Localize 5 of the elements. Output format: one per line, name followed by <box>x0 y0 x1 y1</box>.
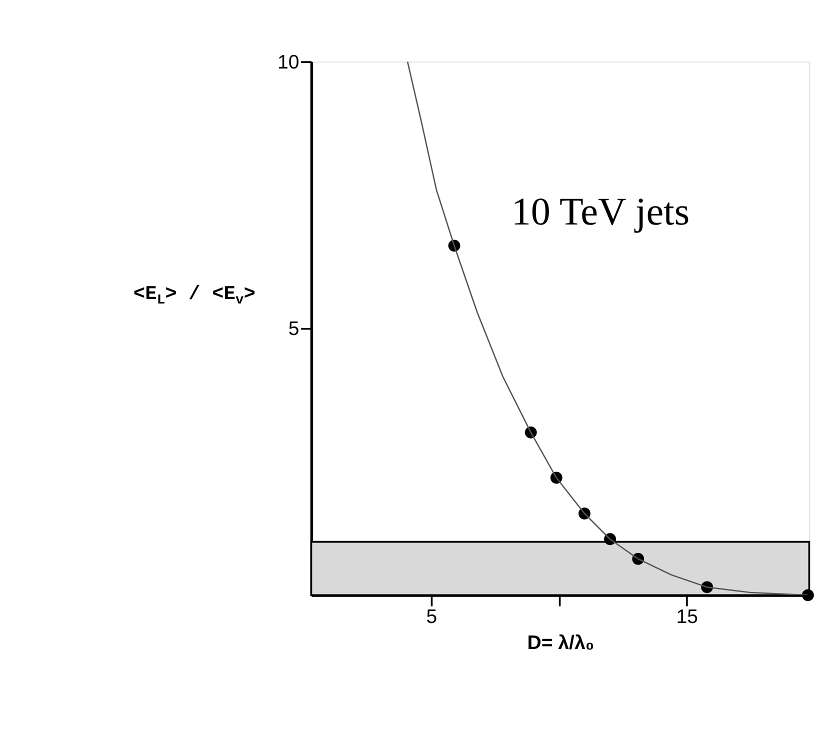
annotation: 10 TeV jets <box>511 190 690 234</box>
y-tick-label: 10 <box>277 51 300 74</box>
x-tick-label: 15 <box>676 606 698 628</box>
x-axis-title: D= λ/λ₀ <box>527 632 594 654</box>
point <box>802 589 814 602</box>
